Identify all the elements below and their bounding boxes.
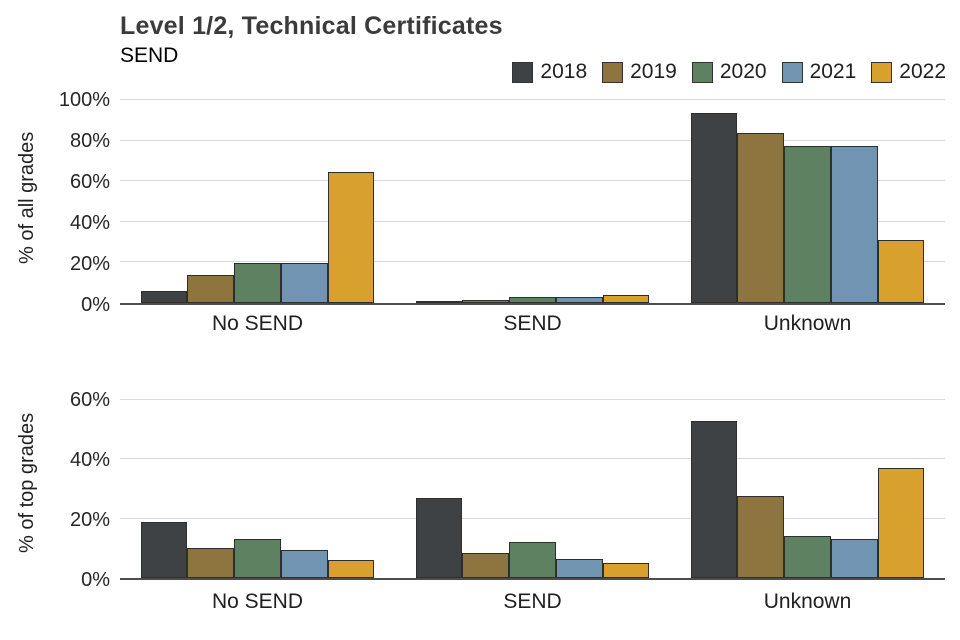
chart-title: Level 1/2, Technical Certificates: [120, 12, 503, 40]
x-category-labels-top: No SEND SEND Unknown: [120, 312, 945, 336]
tick-label-0: 0%: [81, 569, 110, 591]
bar-groups: [120, 385, 945, 578]
bar-2022-send: [602, 563, 650, 578]
bar-2021-send: [555, 558, 603, 578]
tick-label-60: 60%: [69, 389, 110, 411]
y-tick-labels-top: 0% 20% 40% 60% 80% 100%: [8, 89, 110, 315]
category-label-no-send: No SEND: [211, 590, 304, 613]
bar-2022-unknown: [877, 468, 925, 578]
category-label-no-send: No SEND: [211, 312, 304, 335]
bar-2019-unknown: [737, 132, 785, 303]
bar-2021-unknown: [830, 145, 878, 303]
y-tick-labels-bottom: 0% 20% 40% 60%: [8, 385, 110, 590]
bar-2021-unknown: [830, 539, 878, 578]
tick-label-40: 40%: [69, 212, 110, 235]
legend: 2018 2019 2020 2021 2022: [512, 60, 946, 84]
bar-2020-no-send: [234, 539, 281, 578]
legend-label-2018: 2018: [540, 60, 588, 83]
tick-label-60: 60%: [69, 171, 110, 194]
top-chart-plot: [120, 90, 945, 305]
legend-item-2020: 2020: [691, 60, 767, 84]
legend-item-2019: 2019: [602, 60, 677, 84]
bar-2020-send: [509, 296, 556, 303]
tick-label-20: 20%: [69, 509, 110, 531]
bar-2018-unknown: [690, 420, 738, 578]
legend-label-2019: 2019: [630, 60, 677, 83]
legend-swatch-2019: [602, 61, 624, 83]
bar-group-no-send: [120, 90, 395, 303]
gridline-40: [120, 458, 945, 460]
bar-2022-unknown: [877, 240, 925, 303]
category-label-unknown: Unknown: [763, 312, 852, 335]
category-label-unknown: Unknown: [763, 590, 852, 613]
tick-label-0: 0%: [81, 294, 110, 316]
bar-2022-no-send: [327, 560, 375, 578]
bar-group-no-send: [120, 385, 395, 578]
bar-2020-send: [509, 542, 556, 578]
legend-item-2021: 2021: [781, 60, 857, 84]
bar-2022-no-send: [327, 172, 375, 303]
bar-2020-unknown: [784, 536, 831, 578]
bar-2021-no-send: [280, 263, 328, 303]
bar-group-send: [395, 90, 670, 303]
bar-2019-send: [462, 552, 510, 578]
bar-2020-no-send: [234, 263, 281, 303]
bar-groups: [120, 90, 945, 303]
category-label-send: SEND: [503, 590, 562, 613]
category-label-send: SEND: [503, 312, 562, 335]
legend-swatch-2022: [871, 61, 893, 83]
gridline-60: [120, 180, 945, 182]
bar-2020-unknown: [784, 145, 831, 303]
gridline-20: [120, 517, 945, 519]
bar-2022-send: [602, 294, 650, 303]
bar-2018-no-send: [140, 521, 188, 578]
bottom-chart-plot: [120, 385, 945, 580]
legend-label-2021: 2021: [809, 60, 857, 83]
bar-2018-unknown: [690, 113, 738, 303]
gridline-80: [120, 139, 945, 141]
gridline-20: [120, 261, 945, 263]
legend-swatch-2021: [781, 61, 803, 83]
tick-label-80: 80%: [69, 130, 110, 153]
legend-item-2022: 2022: [871, 60, 946, 84]
bar-2019-no-send: [187, 274, 235, 303]
gridline-100: [120, 99, 945, 101]
chart-subtitle: SEND: [120, 44, 179, 67]
bar-2019-send: [462, 299, 510, 303]
bar-group-send: [395, 385, 670, 578]
gridline-60: [120, 398, 945, 400]
legend-label-2022: 2022: [899, 60, 946, 83]
tick-label-40: 40%: [69, 449, 110, 471]
bar-2021-send: [555, 296, 603, 303]
legend-item-2018: 2018: [512, 60, 587, 84]
bar-2018-no-send: [140, 290, 188, 303]
legend-label-2020: 2020: [719, 60, 767, 83]
legend-swatch-2018: [512, 61, 534, 83]
tick-label-20: 20%: [69, 253, 110, 276]
x-category-labels-bottom: No SEND SEND Unknown: [120, 590, 945, 614]
bar-2018-send: [415, 497, 463, 578]
legend-swatch-2020: [691, 61, 713, 83]
bar-2019-unknown: [737, 496, 785, 578]
bar-group-unknown: [670, 385, 945, 578]
bar-2019-no-send: [187, 548, 235, 578]
bar-group-unknown: [670, 90, 945, 303]
bar-2021-no-send: [280, 549, 328, 578]
bar-2018-send: [415, 301, 463, 303]
gridline-40: [120, 220, 945, 222]
tick-label-100: 100%: [58, 89, 110, 112]
